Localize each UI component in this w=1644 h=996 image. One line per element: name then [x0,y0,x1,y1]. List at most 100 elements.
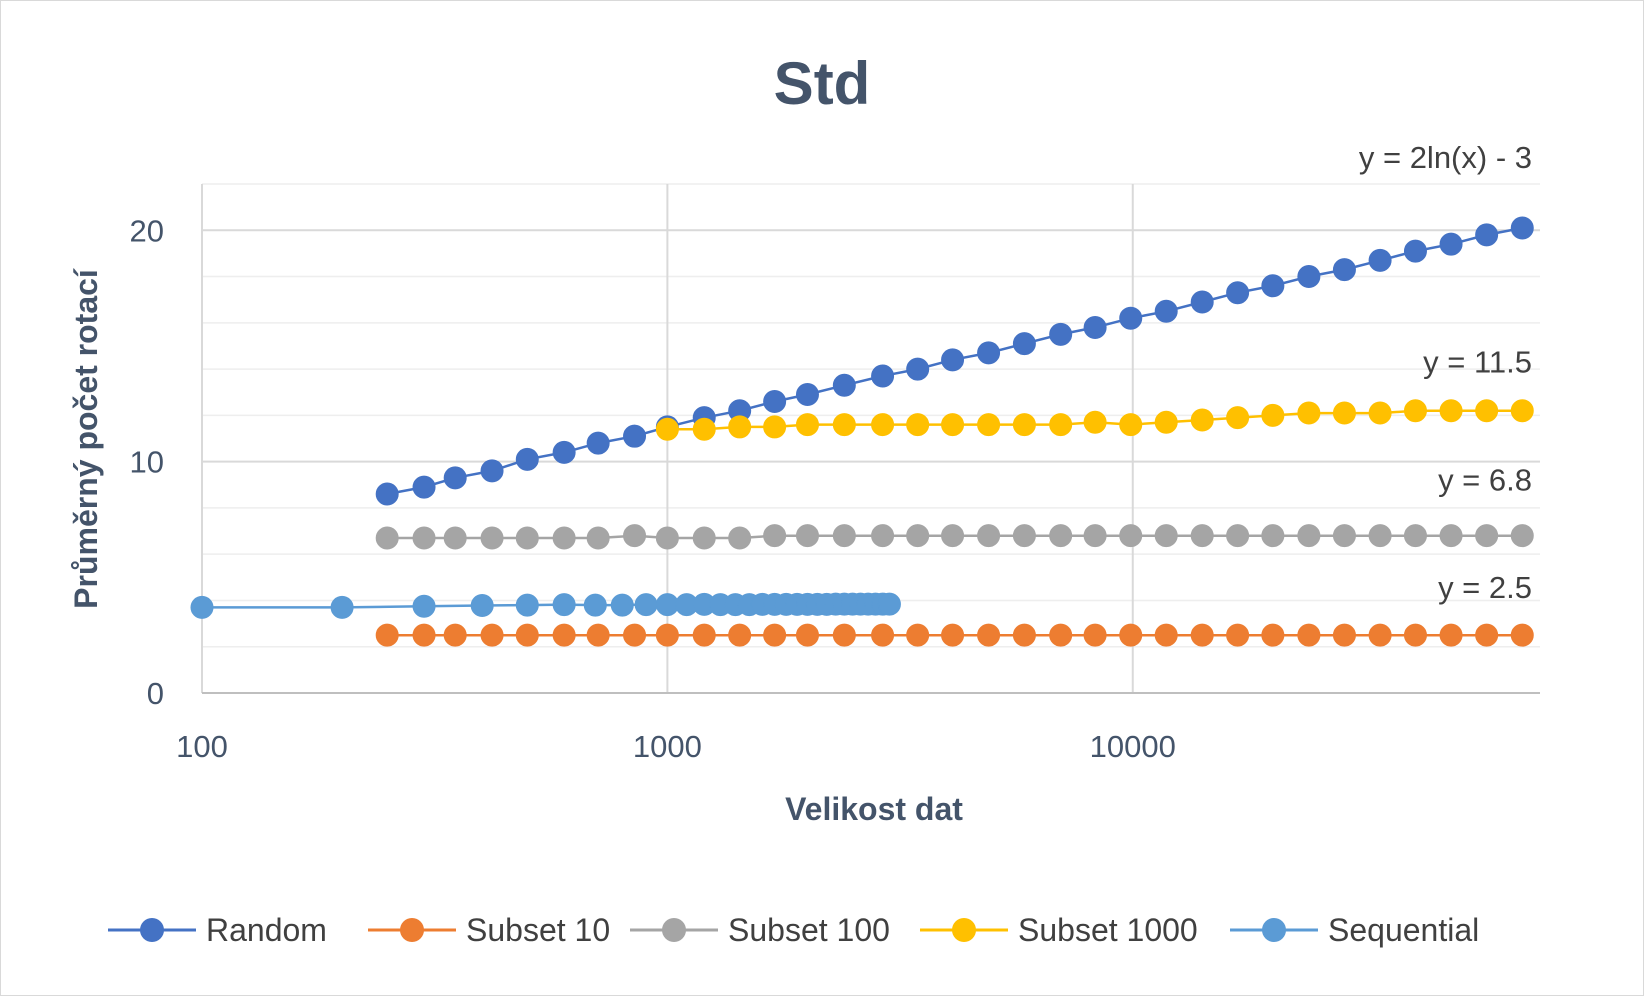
y-tick-label: 20 [130,213,164,248]
data-point-random [977,341,1001,365]
data-point-sequential [655,593,679,617]
data-point-subset-100 [412,526,436,550]
data-point-subset-10 [443,623,467,647]
data-point-subset-100 [1012,524,1036,548]
data-point-subset-100 [871,524,895,548]
data-point-subset-1000 [871,413,895,437]
data-point-subset-1000 [1475,399,1499,423]
data-point-subset-10 [728,623,752,647]
legend: Random Subset 10 Subset 100 Subset 1000 Sequ… [108,912,1479,948]
data-point-subset-100 [763,524,787,548]
data-point-sequential [412,594,436,618]
data-point-subset-1000 [655,417,679,441]
data-point-subset-1000 [795,413,819,437]
data-point-subset-100 [1297,524,1321,548]
data-point-subset-10 [1154,623,1178,647]
data-point-subset-10 [832,623,856,647]
data-point-random [1119,306,1143,330]
data-point-subset-10 [655,623,679,647]
data-point-subset-10 [906,623,930,647]
data-point-subset-1000 [977,413,1001,437]
data-point-subset-100 [1049,524,1073,548]
data-point-subset-100 [906,524,930,548]
data-point-subset-100 [443,526,467,550]
data-point-subset-10 [1475,623,1499,647]
data-point-subset-10 [1119,623,1143,647]
data-point-subset-10 [1510,623,1534,647]
data-point-subset-10 [1083,623,1107,647]
data-point-subset-10 [1012,623,1036,647]
data-point-subset-100 [375,526,399,550]
data-point-sequential [190,595,214,619]
series-subset-10 [375,623,1534,647]
data-point-subset-100 [515,526,539,550]
data-point-subset-1000 [1332,401,1356,425]
data-point-subset-10 [1332,623,1356,647]
data-point-subset-10 [1226,623,1250,647]
data-point-random [515,447,539,471]
data-point-random [480,459,504,483]
data-point-random [795,383,819,407]
data-point-subset-1000 [832,413,856,437]
data-point-subset-100 [1332,524,1356,548]
data-point-subset-100 [795,524,819,548]
data-point-subset-100 [1083,524,1107,548]
data-point-subset-1000 [1368,401,1392,425]
legend-item-subset-10: Subset 10 [368,912,610,948]
data-point-subset-1000 [1261,403,1285,427]
data-point-subset-100 [1475,524,1499,548]
x-tick-label: 100 [176,729,228,764]
data-point-subset-100 [1403,524,1427,548]
data-point-random [1049,322,1073,346]
data-point-subset-10 [412,623,436,647]
data-point-sequential [515,593,539,617]
y-tick-labels: 0 10 20 [130,213,164,711]
legend-item-random: Random [108,912,327,948]
data-point-random [1475,223,1499,247]
data-point-subset-10 [941,623,965,647]
x-tick-labels: 100 1000 10000 [176,729,1176,764]
series-group [190,216,1534,647]
data-point-subset-10 [977,623,1001,647]
data-point-subset-100 [586,526,610,550]
legend-marker [400,918,424,942]
data-point-sequential [583,593,607,617]
data-point-random [1332,258,1356,282]
legend-marker [662,918,686,942]
data-point-random [871,364,895,388]
data-point-subset-10 [586,623,610,647]
x-axis-title: Velikost dat [785,791,963,827]
data-point-subset-1000 [728,415,752,439]
data-point-random [1154,299,1178,323]
data-point-random [412,475,436,499]
x-tick-label: 10000 [1090,729,1176,764]
y-axis-title: Průměrný počet rotací [68,268,104,609]
data-point-subset-1000 [1439,399,1463,423]
data-point-subset-100 [1368,524,1392,548]
data-point-random [623,424,647,448]
data-point-subset-100 [1439,524,1463,548]
x-tick-label: 1000 [633,729,702,764]
data-point-subset-100 [1119,524,1143,548]
data-point-random [552,440,576,464]
data-point-sequential [330,595,354,619]
data-point-subset-1000 [1119,413,1143,437]
data-point-random [1012,332,1036,356]
data-point-subset-1000 [1083,410,1107,434]
data-point-subset-100 [728,526,752,550]
legend-marker [952,918,976,942]
data-point-random [906,357,930,381]
data-point-random [1439,232,1463,256]
trend-annotation: y = 6.8 [1438,463,1532,498]
data-point-subset-100 [977,524,1001,548]
data-point-subset-1000 [1226,406,1250,430]
data-point-subset-100 [1154,524,1178,548]
data-point-sequential [552,593,576,617]
data-point-random [1297,265,1321,289]
data-point-random [1368,248,1392,272]
legend-marker [140,918,164,942]
data-point-random [443,466,467,490]
data-point-sequential [634,593,658,617]
series-subset-100 [375,524,1534,550]
